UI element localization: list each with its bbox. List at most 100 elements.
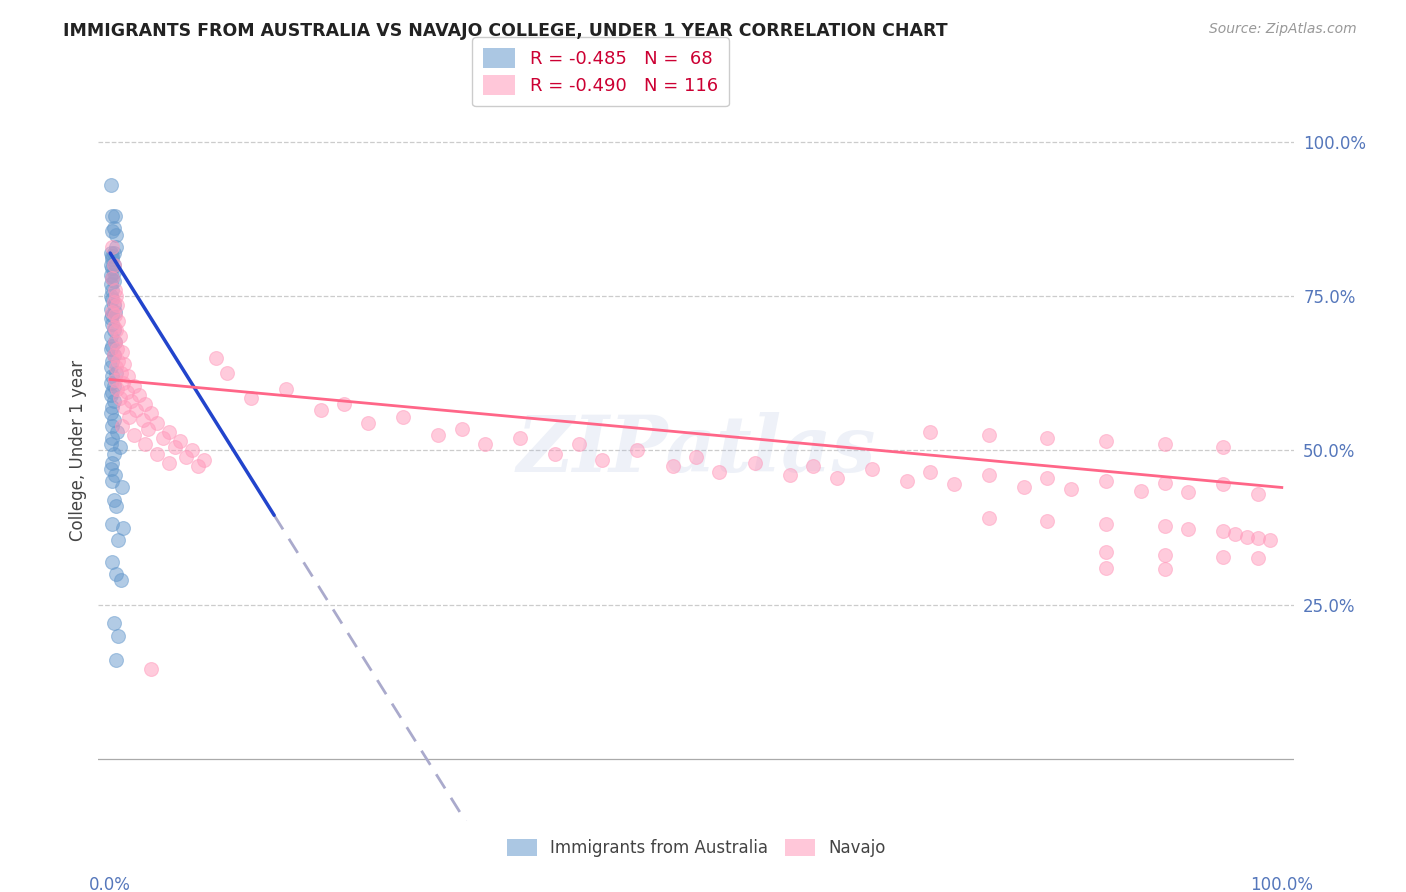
Point: [427, 428, 450, 442]
Point: [1095, 434, 1118, 449]
Point: [101, 401, 124, 415]
Point: [100, 329, 122, 343]
Point: [1095, 475, 1118, 489]
Text: IMMIGRANTS FROM AUSTRALIA VS NAVAJO COLLEGE, UNDER 1 YEAR CORRELATION CHART: IMMIGRANTS FROM AUSTRALIA VS NAVAJO COLL…: [63, 22, 948, 40]
Text: 0.0%: 0.0%: [89, 876, 131, 892]
Point: [128, 388, 150, 402]
Point: [100, 301, 122, 316]
Legend: Immigrants from Australia, Navajo: Immigrants from Australia, Navajo: [501, 832, 891, 864]
Point: [107, 354, 129, 368]
Point: [101, 317, 124, 331]
Point: [103, 298, 125, 312]
Point: [101, 475, 124, 489]
Point: [101, 252, 124, 267]
Point: [181, 443, 204, 458]
Point: [1095, 560, 1118, 574]
Point: [100, 407, 122, 421]
Point: [1095, 517, 1118, 532]
Text: ZIPatlas: ZIPatlas: [516, 412, 876, 489]
Point: [309, 403, 332, 417]
Point: [942, 477, 965, 491]
Point: [779, 468, 801, 483]
Point: [104, 335, 127, 350]
Point: [101, 270, 124, 285]
Point: [101, 261, 124, 276]
Point: [977, 428, 1000, 442]
Point: [801, 458, 824, 473]
Point: [163, 441, 186, 455]
Point: [103, 259, 125, 273]
Point: [1036, 515, 1059, 529]
Point: [103, 378, 125, 392]
Point: [100, 246, 122, 260]
Point: [112, 401, 135, 415]
Point: [101, 304, 124, 318]
Point: [157, 425, 180, 439]
Point: [100, 388, 122, 402]
Point: [110, 573, 132, 587]
Point: [103, 221, 125, 235]
Point: [239, 391, 262, 405]
Point: [141, 663, 163, 677]
Point: [101, 224, 124, 238]
Point: [104, 335, 127, 350]
Point: [103, 492, 125, 507]
Point: [105, 653, 128, 667]
Point: [977, 511, 1000, 525]
Point: [111, 481, 134, 495]
Point: [134, 397, 156, 411]
Point: [105, 240, 128, 254]
Point: [101, 369, 124, 384]
Point: [108, 391, 131, 405]
Point: [146, 446, 169, 460]
Point: [103, 446, 125, 460]
Point: [108, 329, 131, 343]
Y-axis label: College, Under 1 year: College, Under 1 year: [69, 359, 87, 541]
Point: [1012, 481, 1035, 495]
Point: [146, 416, 169, 430]
Point: [1212, 477, 1234, 491]
Point: [105, 382, 128, 396]
Point: [1247, 486, 1270, 500]
Point: [101, 270, 124, 285]
Point: [103, 616, 125, 631]
Point: [204, 351, 226, 365]
Point: [1153, 437, 1175, 451]
Point: [122, 428, 145, 442]
Point: [1223, 526, 1246, 541]
Point: [117, 369, 139, 384]
Point: [101, 354, 124, 368]
Point: [104, 209, 127, 223]
Point: [103, 295, 125, 310]
Point: [104, 468, 127, 483]
Point: [626, 443, 648, 458]
Point: [1036, 471, 1059, 485]
Point: [1130, 483, 1153, 498]
Point: [136, 422, 159, 436]
Point: [187, 458, 209, 473]
Point: [1153, 475, 1175, 490]
Point: [107, 629, 129, 643]
Point: [111, 344, 134, 359]
Point: [661, 458, 683, 473]
Point: [104, 372, 127, 386]
Point: [103, 274, 125, 288]
Point: [103, 264, 125, 278]
Point: [132, 412, 155, 426]
Point: [744, 456, 766, 470]
Point: [134, 437, 156, 451]
Point: [104, 308, 127, 322]
Point: [217, 367, 239, 381]
Point: [333, 397, 356, 411]
Point: [100, 259, 122, 273]
Point: [101, 283, 124, 297]
Point: [100, 289, 122, 303]
Point: [509, 431, 531, 445]
Point: [103, 323, 125, 337]
Point: [112, 357, 135, 371]
Point: [1247, 531, 1270, 545]
Point: [174, 450, 197, 464]
Point: [125, 403, 148, 417]
Point: [1212, 524, 1234, 538]
Point: [105, 342, 128, 356]
